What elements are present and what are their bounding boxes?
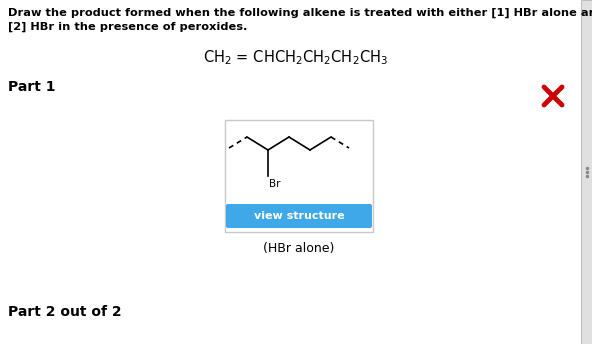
Text: Part 2 out of 2: Part 2 out of 2 xyxy=(8,305,121,319)
FancyBboxPatch shape xyxy=(225,120,373,232)
Text: Draw the product formed when the following alkene is treated with either [1] HBr: Draw the product formed when the followi… xyxy=(8,8,592,18)
Text: (HBr alone): (HBr alone) xyxy=(263,242,334,255)
Text: [2] HBr in the presence of peroxides.: [2] HBr in the presence of peroxides. xyxy=(8,22,247,32)
Text: view structure: view structure xyxy=(254,211,345,221)
Text: Part 1: Part 1 xyxy=(8,80,56,94)
Text: CH$_2$ = CHCH$_2$CH$_2$CH$_2$CH$_3$: CH$_2$ = CHCH$_2$CH$_2$CH$_2$CH$_3$ xyxy=(204,48,388,67)
Text: Br: Br xyxy=(269,179,281,189)
FancyBboxPatch shape xyxy=(226,204,372,228)
FancyBboxPatch shape xyxy=(581,0,592,344)
